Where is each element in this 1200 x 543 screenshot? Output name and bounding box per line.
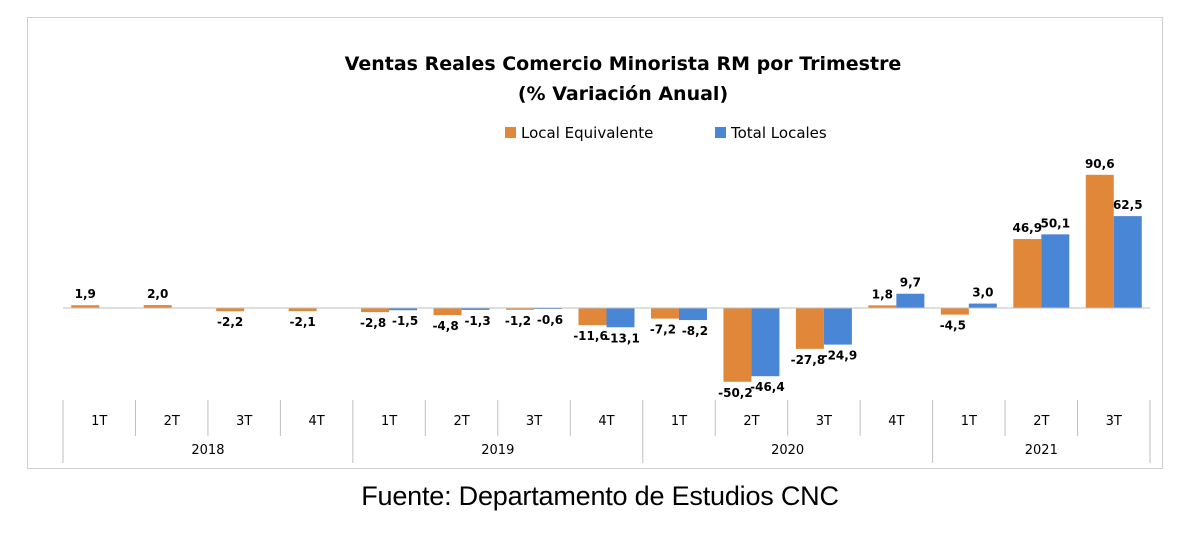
bar-total-locales-9 xyxy=(751,308,780,377)
value-label-local-equivalente-10: -27,8 xyxy=(791,353,826,367)
value-label-total-locales-13: 50,1 xyxy=(1040,216,1070,230)
value-label-total-locales-6: -0,6 xyxy=(537,313,563,327)
category-label-10: 3T xyxy=(816,414,832,429)
bar-local-equivalente-1 xyxy=(143,305,172,308)
chart-subtitle: (% Variación Anual) xyxy=(518,83,728,105)
value-label-local-equivalente-6: -1,2 xyxy=(505,314,531,328)
legend-swatch-total-locales xyxy=(715,127,726,138)
legend-swatch-local-equivalente xyxy=(505,127,516,138)
category-label-6: 3T xyxy=(526,414,542,429)
bar-local-equivalente-0 xyxy=(71,305,100,308)
source-note: Fuente: Departamento de Estudios CNC xyxy=(361,481,839,511)
value-label-local-equivalente-0: 1,9 xyxy=(75,287,96,301)
value-label-total-locales-11: 9,7 xyxy=(900,276,921,290)
bar-total-locales-12 xyxy=(968,303,997,308)
bar-local-equivalente-6 xyxy=(506,308,535,310)
value-label-local-equivalente-14: 90,6 xyxy=(1085,157,1115,171)
bar-total-locales-14 xyxy=(1113,216,1142,308)
value-label-local-equivalente-11: 1,8 xyxy=(872,287,893,301)
chart: Ventas Reales Comercio Minorista RM por … xyxy=(62,53,1151,463)
bar-total-locales-4 xyxy=(389,308,418,311)
bar-total-locales-13 xyxy=(1041,234,1070,308)
bar-local-equivalente-3 xyxy=(288,308,317,312)
category-label-2: 3T xyxy=(236,414,252,429)
value-label-local-equivalente-3: -2,1 xyxy=(290,315,316,329)
bar-local-equivalente-8 xyxy=(650,308,679,319)
category-label-5: 2T xyxy=(453,414,469,429)
value-label-total-locales-9: -46,4 xyxy=(750,380,785,394)
bar-local-equivalente-9 xyxy=(723,308,752,382)
value-label-local-equivalente-7: -11,6 xyxy=(573,329,608,343)
category-label-14: 3T xyxy=(1106,414,1122,429)
category-label-12: 1T xyxy=(961,414,977,429)
bar-local-equivalente-13 xyxy=(1013,239,1042,308)
value-label-total-locales-10: -24,9 xyxy=(823,349,858,363)
chart-title: Ventas Reales Comercio Minorista RM por … xyxy=(345,53,902,75)
bars xyxy=(71,174,1142,382)
bar-local-equivalente-11 xyxy=(868,305,897,308)
bar-local-equivalente-10 xyxy=(795,308,824,349)
value-label-total-locales-12: 3,0 xyxy=(972,286,993,300)
value-label-local-equivalente-1: 2,0 xyxy=(147,287,168,301)
chart-frame: Ventas Reales Comercio Minorista RM por … xyxy=(27,17,1163,469)
x-axis: 1T 2T 3T 4T 1T 2T 3T 4T 1T 2T 3T 4T 1T 2T 3T 2018 2019 20… xyxy=(62,307,1151,463)
bar-total-locales-8 xyxy=(678,308,707,321)
category-label-13: 2T xyxy=(1033,414,1049,429)
year-label-2019: 2019 xyxy=(481,443,514,458)
legend: Local Equivalente Total Locales xyxy=(505,124,827,142)
value-label-local-equivalente-12: -4,5 xyxy=(940,319,966,333)
bar-local-equivalente-7 xyxy=(578,308,607,326)
value-label-local-equivalente-9: -50,2 xyxy=(718,386,753,400)
value-label-total-locales-14: 62,5 xyxy=(1113,198,1143,212)
legend-label-local-equivalente: Local Equivalente xyxy=(521,124,653,142)
bar-total-locales-11 xyxy=(896,293,925,308)
category-label-11: 4T xyxy=(888,414,904,429)
category-label-0: 1T xyxy=(91,414,107,429)
category-label-7: 4T xyxy=(598,414,614,429)
value-label-local-equivalente-4: -2,8 xyxy=(360,316,386,330)
value-label-total-locales-8: -8,2 xyxy=(682,324,708,338)
legend-label-total-locales: Total Locales xyxy=(730,124,827,142)
bar-local-equivalente-5 xyxy=(433,308,462,316)
bar-total-locales-5 xyxy=(461,308,490,310)
value-labels: 1,9 2,0 -2,2 -2,1 -2,8 -1,5 -4,8 -1,3 -1,2 -0,6 -1… xyxy=(75,157,1143,400)
bar-local-equivalente-2 xyxy=(216,308,245,312)
category-label-4: 1T xyxy=(381,414,397,429)
year-label-2021: 2021 xyxy=(1025,443,1058,458)
bar-total-locales-7 xyxy=(606,308,635,328)
value-label-local-equivalente-8: -7,2 xyxy=(650,323,676,337)
year-label-2018: 2018 xyxy=(191,443,224,458)
category-label-1: 2T xyxy=(164,414,180,429)
bar-local-equivalente-12 xyxy=(940,308,969,315)
category-label-3: 4T xyxy=(309,414,325,429)
value-label-local-equivalente-5: -4,8 xyxy=(432,319,458,333)
value-label-local-equivalente-2: -2,2 xyxy=(217,315,243,329)
bar-local-equivalente-14 xyxy=(1085,174,1114,308)
value-label-total-locales-5: -1,3 xyxy=(464,314,490,328)
year-label-2020: 2020 xyxy=(771,443,804,458)
bar-local-equivalente-4 xyxy=(361,308,390,313)
value-label-total-locales-7: -13,1 xyxy=(605,331,640,345)
category-label-8: 1T xyxy=(671,414,687,429)
value-label-local-equivalente-13: 46,9 xyxy=(1012,221,1042,235)
bar-total-locales-10 xyxy=(823,308,852,345)
category-label-9: 2T xyxy=(743,414,759,429)
value-label-total-locales-4: -1,5 xyxy=(392,314,418,328)
